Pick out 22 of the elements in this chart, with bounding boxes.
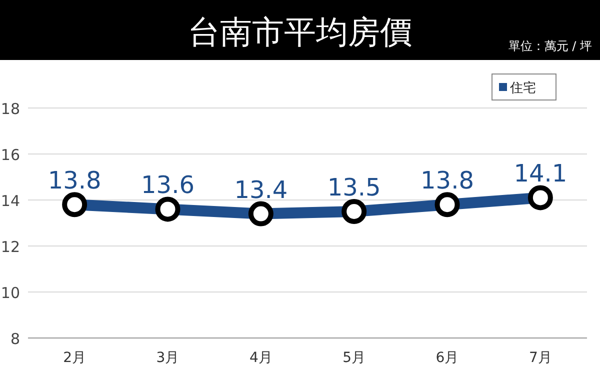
xtick: 3月 xyxy=(156,350,180,366)
xtick: 5月 xyxy=(342,350,366,366)
data-label: 13.4 xyxy=(234,176,288,204)
xtick: 6月 xyxy=(436,350,459,366)
ytick: 8 xyxy=(10,330,20,348)
ytick: 10 xyxy=(0,284,20,302)
ytick: 16 xyxy=(0,146,20,164)
data-label: 13.5 xyxy=(327,174,381,202)
ytick: 12 xyxy=(0,238,20,256)
xtick: 2月 xyxy=(63,350,86,366)
ytick: 14 xyxy=(0,192,20,210)
xtick: 7月 xyxy=(528,350,552,366)
annotation: 單位：萬元 / 坪 xyxy=(508,39,592,53)
ytick: 18 xyxy=(0,100,20,118)
title: 台南市平均房價 xyxy=(188,13,412,51)
data-label: 13.6 xyxy=(141,171,194,200)
data-label: 13.8 xyxy=(48,166,102,195)
legend: 住宅 xyxy=(492,74,556,100)
legend-label: 住宅 xyxy=(509,80,536,96)
data-label: 14.1 xyxy=(514,160,568,188)
xtick: 4月 xyxy=(249,350,272,366)
data-label: 13.8 xyxy=(420,166,474,195)
